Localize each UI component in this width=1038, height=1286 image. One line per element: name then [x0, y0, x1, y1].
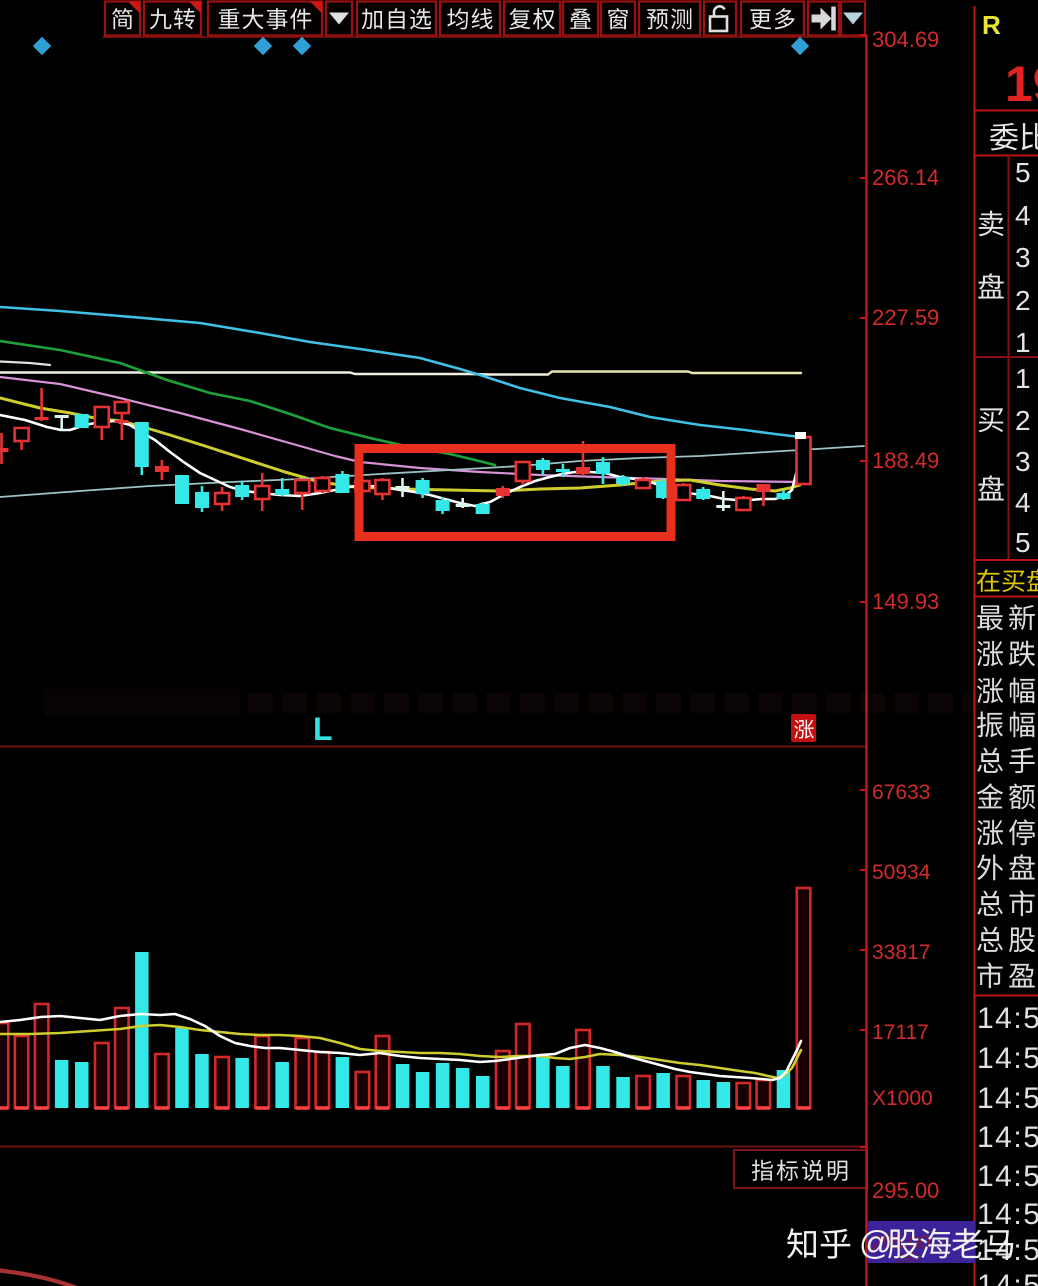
svg-text:149.93: 149.93 [872, 589, 939, 614]
svg-text:2: 2 [1015, 285, 1031, 316]
svg-text:4: 4 [1015, 487, 1031, 518]
svg-text:5: 5 [1015, 527, 1031, 558]
svg-text:1: 1 [1015, 363, 1031, 394]
svg-text:17117: 17117 [872, 1021, 929, 1044]
svg-text:14:50: 14:50 [977, 1002, 1038, 1035]
svg-text:L: L [313, 711, 333, 747]
svg-text:X1000: X1000 [872, 1087, 933, 1110]
svg-text:67633: 67633 [872, 781, 930, 804]
svg-text:14:50: 14:50 [977, 1160, 1038, 1193]
svg-text:@: @ [859, 1224, 893, 1261]
svg-text:19: 19 [1005, 56, 1038, 112]
svg-text:14:50: 14:50 [977, 1121, 1038, 1154]
svg-text:295.00: 295.00 [872, 1178, 939, 1203]
svg-text:14:50: 14:50 [977, 1082, 1038, 1115]
svg-text:14:50: 14:50 [977, 1042, 1038, 1075]
svg-text:33817: 33817 [872, 941, 930, 964]
svg-text:188.49: 188.49 [872, 448, 939, 473]
svg-text:304.69: 304.69 [872, 27, 939, 52]
svg-text:14:50: 14:50 [977, 1269, 1038, 1286]
svg-text:1: 1 [1015, 327, 1031, 358]
svg-text:3: 3 [1015, 446, 1031, 477]
svg-text:5: 5 [1015, 157, 1031, 188]
svg-text:295: 295 [896, 1249, 920, 1265]
svg-text:2: 2 [1015, 405, 1031, 436]
svg-text:3: 3 [1015, 242, 1031, 273]
svg-text:4: 4 [1015, 200, 1031, 231]
svg-text:14:50: 14:50 [977, 1198, 1038, 1231]
svg-text:266.14: 266.14 [872, 165, 939, 190]
svg-text:50934: 50934 [872, 861, 931, 884]
svg-text:R: R [982, 10, 1001, 40]
svg-text:227.59: 227.59 [872, 305, 939, 330]
